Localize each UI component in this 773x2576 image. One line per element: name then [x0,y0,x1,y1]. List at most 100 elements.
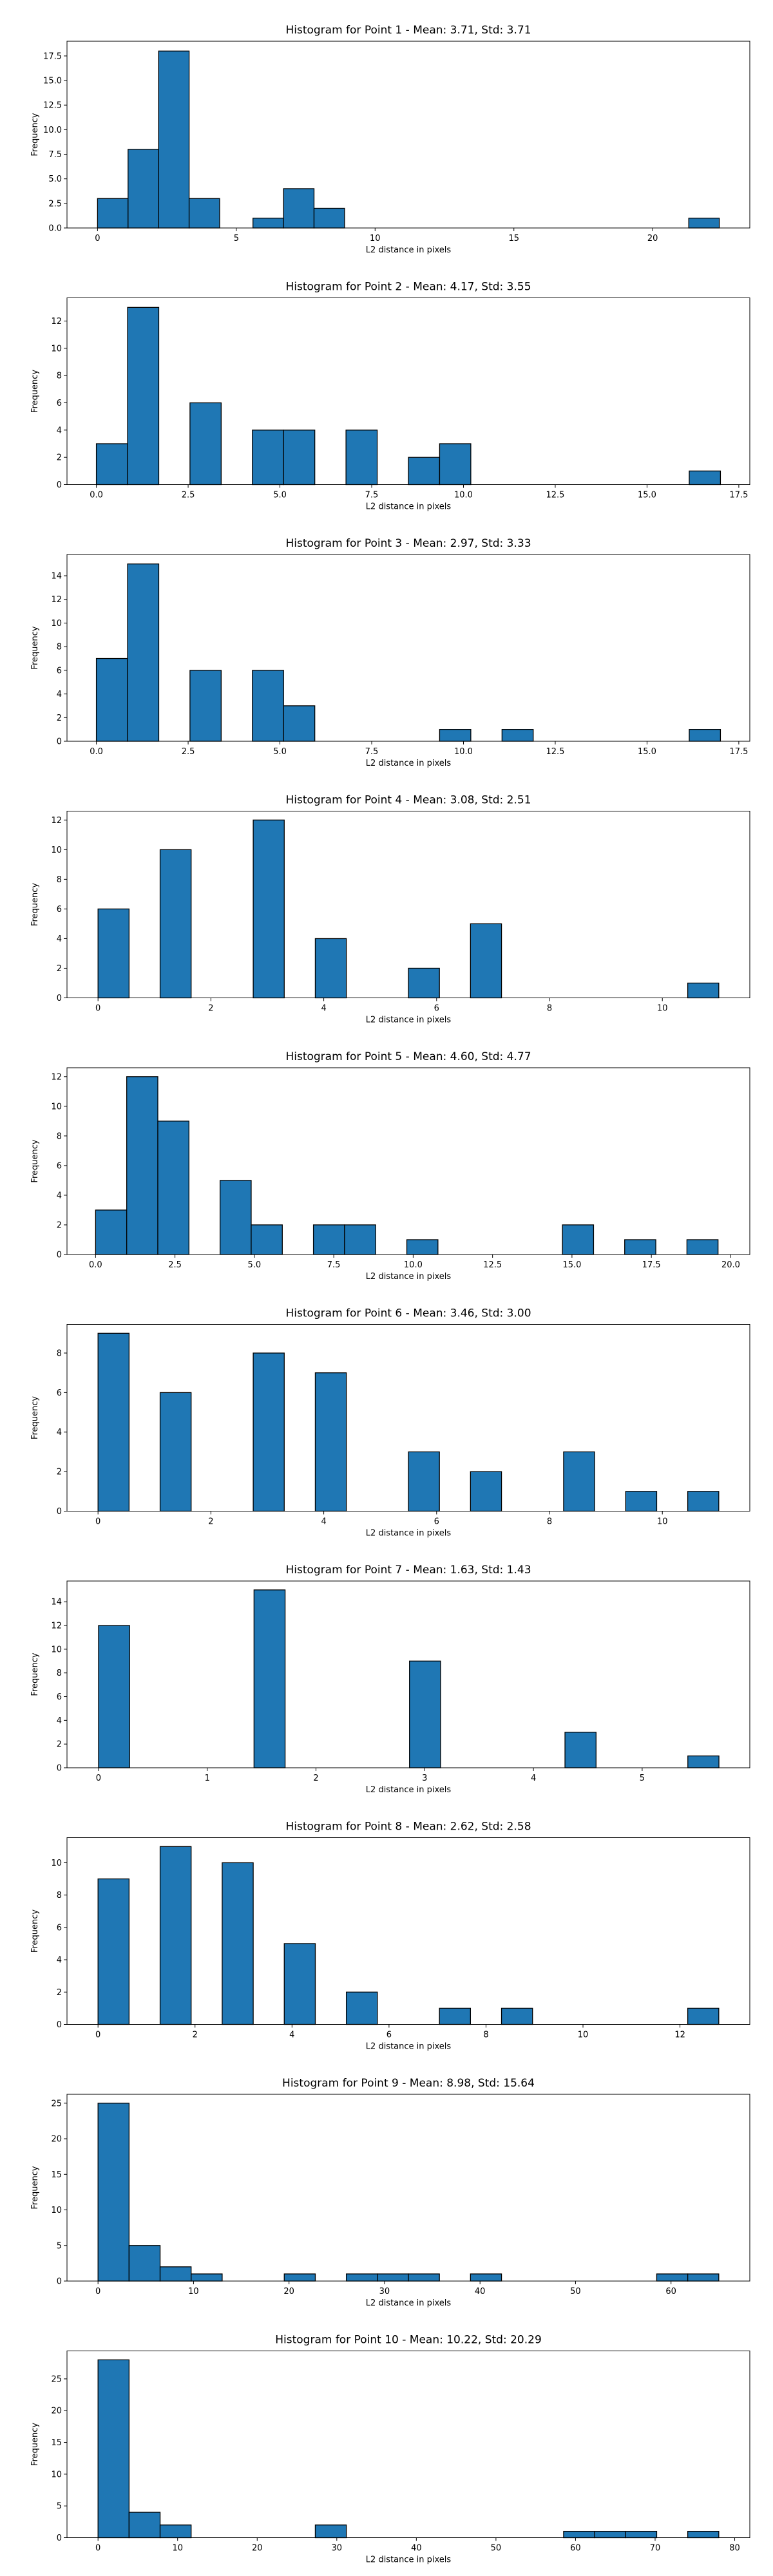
axes-frame [66,1837,750,2025]
histogram-bar [97,1878,130,2025]
histogram-bar [439,443,472,486]
y-tick-label: 4 [57,690,62,699]
y-tick-label: 2 [57,714,62,723]
x-tick-label: 5.0 [273,491,287,500]
y-tick-label: 25 [51,2374,62,2384]
y-axis-label: Frequency [30,626,40,669]
x-tick-label: 0 [95,2287,100,2297]
histogram-bar [624,1239,656,1255]
y-tick-label: 8 [57,372,62,381]
y-tick-label: 12 [51,1622,62,1631]
x-tick-label: 50 [570,2287,581,2297]
x-tick-label: 12.5 [546,747,564,757]
histogram-bar [439,2007,472,2025]
histogram-bar [312,1224,345,1255]
histogram-bar [97,908,130,999]
x-tick-label: 20 [252,2544,263,2553]
x-tick-label: 20.0 [721,1260,740,1270]
y-tick-label: 0 [57,2277,62,2287]
y-tick-label: 0 [57,994,62,1003]
x-tick-label: 4 [321,1517,326,1527]
histogram-bar [344,1224,376,1255]
histogram-bar [159,1846,192,2025]
y-tick-label: 0 [57,1251,62,1260]
histogram-bar [470,923,502,999]
histogram-bar [345,1991,378,2025]
x-tick-label: 70 [650,2544,661,2553]
x-tick-label: 5.0 [273,747,287,757]
y-tick-label: 12.5 [43,101,62,111]
y-tick-label: 10.0 [43,126,62,135]
histogram-bar [188,198,220,229]
x-tick-label: 5.0 [248,1260,262,1270]
y-tick-label: 10 [51,846,62,855]
y-tick-label: 15 [51,2438,62,2448]
histogram-bar [126,1076,158,1255]
chart-panel-7: Histogram for Point 7 - Mean: 1.63, Std:… [30,1564,750,1795]
histogram-bar [158,50,190,229]
histogram-bar [345,2273,378,2282]
x-tick-label: 80 [729,2544,740,2553]
y-tick-label: 2 [57,1740,62,1750]
histogram-bar [314,2524,347,2539]
histogram-bar [408,967,440,999]
chart-title: Histogram for Point 2 - Mean: 4.17, Std:… [285,281,531,294]
x-tick-label: 0 [95,2544,100,2553]
x-tick-label: 3 [422,1774,427,1783]
x-tick-label: 4 [531,1774,536,1783]
chart-panel-1: Histogram for Point 1 - Mean: 3.71, Std:… [30,24,750,255]
histogram-bar [189,402,222,486]
x-tick-label: 7.5 [365,491,379,500]
histogram-bar [409,1660,441,1768]
y-tick-label: 10 [51,2206,62,2215]
histogram-bar [314,938,347,999]
histogram-bar [687,2530,720,2539]
axes-frame [66,554,750,742]
x-axis-label: L2 distance in pixels [366,1785,452,1795]
y-tick-label: 12 [51,595,62,605]
x-tick-label: 17.5 [729,747,748,757]
x-tick-label: 15.0 [638,491,656,500]
y-tick-label: 8 [57,1669,62,1678]
x-tick-label: 60 [665,2287,676,2297]
histogram-bar [686,1239,719,1255]
x-tick-label: 6 [434,1004,439,1014]
y-tick-label: 4 [57,1716,62,1726]
x-tick-label: 2.5 [168,1260,182,1270]
x-tick-label: 30 [332,2544,343,2553]
histogram-bar [687,1491,720,1512]
y-tick-label: 10 [51,619,62,629]
y-tick-label: 0 [57,1507,62,1517]
histogram-bar [97,2359,130,2539]
histogram-bar [253,1589,286,1768]
y-tick-label: 6 [57,1692,62,1702]
x-tick-label: 30 [379,2287,390,2297]
chart-title: Histogram for Point 3 - Mean: 2.97, Std:… [285,537,531,550]
y-tick-label: 15 [51,2170,62,2180]
chart-panel-8: Histogram for Point 8 - Mean: 2.62, Std:… [30,1821,750,2052]
x-tick-label: 10.0 [404,1260,423,1270]
y-tick-label: 2 [57,453,62,463]
x-tick-label: 15.0 [562,1260,581,1270]
histogram-bar [128,2512,161,2539]
y-tick-label: 0 [57,2533,62,2543]
y-tick-label: 6 [57,1161,62,1171]
histogram-bar [408,2273,440,2282]
histogram-bar [159,1392,192,1512]
histogram-bar [253,1352,285,1512]
x-tick-label: 2 [193,2031,198,2040]
histogram-bar [159,2266,192,2282]
x-tick-label: 10.0 [454,491,473,500]
y-axis-label: Frequency [30,113,40,156]
histogram-bar [97,198,129,229]
x-tick-label: 8 [547,1004,552,1014]
x-tick-label: 40 [411,2544,422,2553]
y-tick-label: 2 [57,1468,62,1477]
histogram-bar [283,188,315,229]
histogram-bar [253,819,285,999]
x-tick-label: 10 [578,2031,589,2040]
x-axis-label: L2 distance in pixels [366,2555,452,2565]
histogram-bar [563,2530,595,2539]
y-tick-label: 20 [51,2407,62,2416]
y-tick-label: 2 [57,1988,62,1998]
